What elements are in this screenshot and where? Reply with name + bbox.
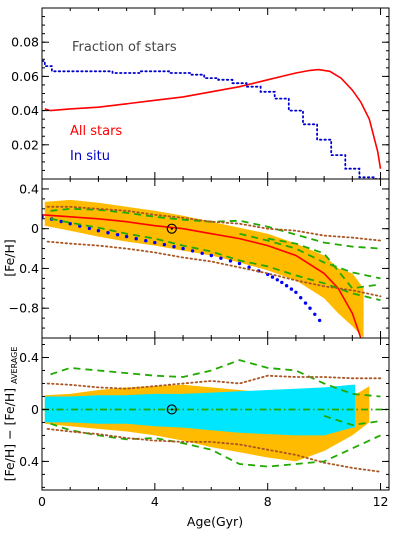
x-axis-label: Age(Gyr) [187, 514, 243, 529]
y-tick-label: 0.08 [11, 35, 39, 50]
bottom-y-label-text: [Fe/H] − [Fe/H] [2, 388, 17, 482]
scatter-band [44, 199, 364, 338]
top-y-axis: 0.02 0.04 0.06 0.08 [11, 8, 389, 179]
series-3-line [50, 217, 381, 302]
series-1-point [144, 239, 148, 243]
series-1-point [162, 242, 167, 247]
series-1-point [190, 249, 195, 253]
series-1-point [284, 284, 289, 288]
series-7-line [46, 240, 382, 298]
y-tick-label: 0.4 [19, 181, 39, 196]
series-2-line [50, 422, 381, 468]
y-tick-label: 0.4 [19, 454, 39, 469]
series-0-line [44, 68, 382, 169]
series-4-line [46, 374, 382, 390]
series-1-point [87, 226, 92, 231]
series-1-line [42, 60, 382, 179]
series-3-line [323, 415, 381, 426]
series-1-point [270, 275, 275, 279]
y-tick-label: 0.06 [11, 69, 39, 84]
middle-y-label: [Fe/H] [2, 239, 17, 277]
series-1-point [172, 245, 176, 249]
series-1-point [294, 290, 298, 294]
y-tick-label: 0.4 [19, 350, 39, 365]
series-1-point [299, 296, 303, 300]
annotation-fraction: Fraction of stars [72, 40, 177, 55]
series-1-line [50, 359, 381, 398]
series-1-point [68, 222, 72, 226]
panel-middle: 0.4 0 0.4 −0.8 [Fe/H] [2, 178, 390, 339]
annotation-in-situ: In situ [70, 149, 110, 164]
series-1-point [289, 287, 294, 291]
series-1-point [59, 219, 63, 224]
series-1-point [115, 233, 120, 237]
annotation-all-stars: All stars [70, 124, 122, 139]
series-1-point [303, 301, 308, 305]
y-tick-label: 0 [31, 402, 39, 417]
series-5-line [267, 237, 381, 290]
series-1-point [124, 234, 129, 239]
y-tick-label: 0.02 [11, 137, 39, 152]
bottom-frame [41, 337, 390, 491]
series-1-point [317, 318, 322, 323]
series-4-line [239, 232, 381, 280]
series-2-line [50, 207, 381, 250]
y-tick-label: −0.8 [9, 301, 39, 316]
x-tick-label: 4 [151, 494, 159, 509]
series-1-point [228, 259, 233, 263]
series-1-point [280, 280, 284, 285]
series-1-point [96, 229, 101, 233]
top-plot-area [42, 60, 382, 179]
series-1-point [219, 256, 223, 260]
bottom-y-label: [Fe/H] − [Fe/H] AVERAGE [2, 347, 19, 482]
series-1-point [237, 261, 242, 266]
series-1-point [106, 231, 110, 235]
series-1-points [42, 215, 322, 323]
reference-marker [166, 223, 177, 234]
panel-bottom: 0.4 0 0.4 0 4 8 12 [Fe/H] − [Fe/H] AVERAGE Ag… [2, 337, 390, 529]
middle-y-axis: 0.4 0 0.4 −0.8 [9, 179, 389, 338]
inner-band [44, 384, 356, 436]
x-tick-label: 0 [38, 494, 46, 509]
y-tick-label: 0.4 [19, 261, 39, 276]
middle-plot-area [42, 199, 382, 338]
series-1-point [209, 253, 213, 258]
x-tick-label: 8 [264, 494, 272, 509]
reference-marker-dot [170, 227, 173, 230]
x-axis: 0 4 8 12 [38, 494, 388, 509]
panel-top: Fraction of stars All stars In situ 0.02… [11, 7, 390, 180]
series-1-point [275, 278, 279, 282]
series-1-point [313, 312, 317, 316]
series-1-point [247, 265, 251, 269]
bottom-y-label-subscript: AVERAGE [10, 347, 19, 384]
series-5-line [46, 428, 382, 473]
series-1-point [134, 237, 138, 241]
series-0-line [42, 214, 362, 338]
series-1-point [308, 306, 312, 310]
reference-marker [166, 404, 177, 415]
x-tick-label: 12 [373, 494, 389, 509]
y-tick-label: 0 [31, 221, 39, 236]
series-1-point [181, 246, 185, 251]
bottom-plot-area [42, 359, 389, 473]
reference-marker-dot [170, 408, 173, 411]
series-1-point [153, 240, 157, 245]
series-1-point [200, 251, 204, 255]
series-6-line [46, 205, 382, 242]
y-tick-label: 0.04 [11, 103, 39, 118]
